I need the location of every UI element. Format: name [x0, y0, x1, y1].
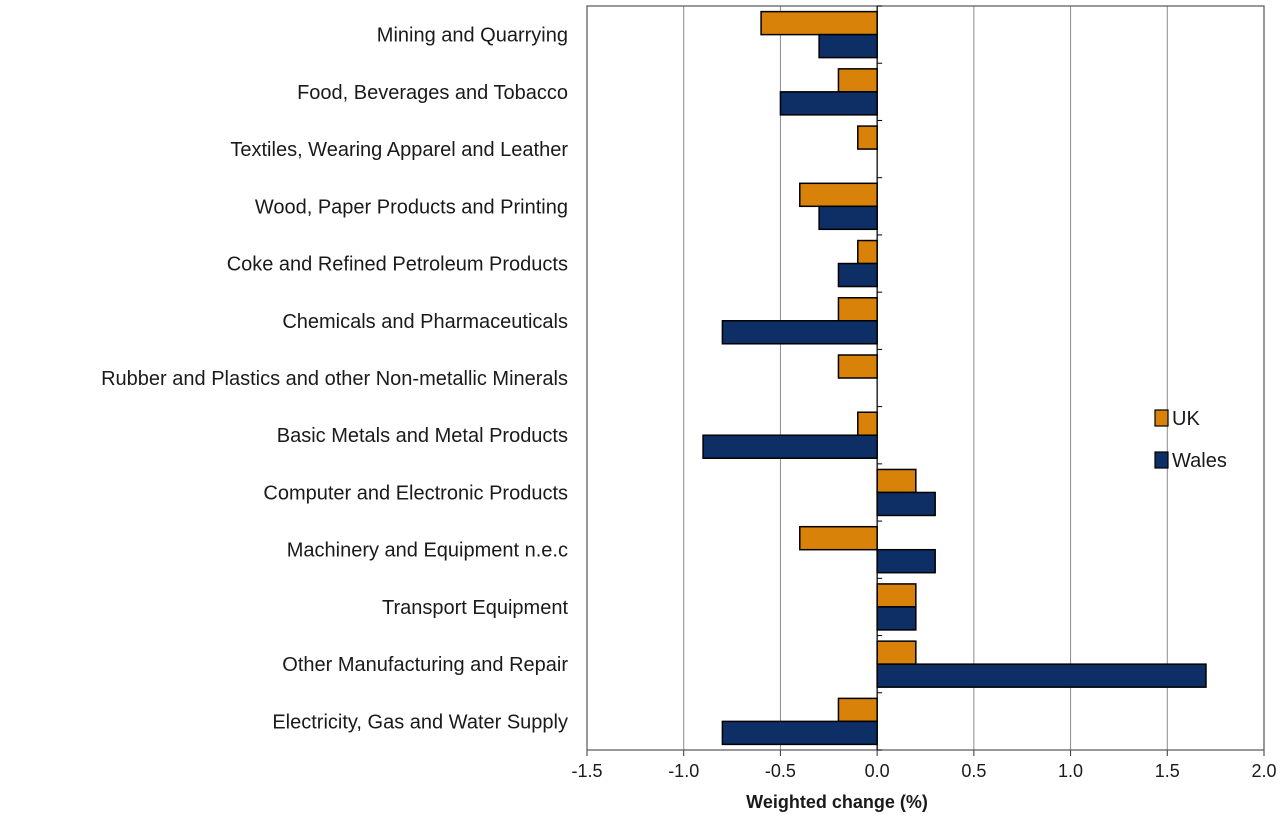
- category-label: Food, Beverages and Tobacco: [297, 82, 568, 104]
- bar-uk-12: [876, 640, 917, 665]
- bar-wales-5: [837, 262, 878, 288]
- category-label: Electricity, Gas and Water Supply: [272, 711, 568, 733]
- category-label: Computer and Electronic Products: [263, 482, 568, 504]
- category-label: Wood, Paper Products and Printing: [255, 196, 568, 218]
- bar-uk-13: [837, 697, 878, 723]
- x-tick-label: 2.0: [1251, 761, 1276, 781]
- bar-uk-8: [857, 411, 878, 436]
- bar-uk-7: [837, 354, 878, 379]
- legend-swatch-wales: [1154, 451, 1169, 469]
- bar-uk-9: [876, 468, 917, 494]
- bar-wales-12: [876, 663, 1207, 688]
- x-axis-label: Weighted change (%): [746, 792, 928, 812]
- tick-labels: -1.5 -1.0 -0.5 0.0 0.5 1.0 1.5 2.0: [571, 761, 1276, 781]
- x-tick-label: 0.0: [865, 761, 890, 781]
- bar-wales-8: [702, 434, 878, 459]
- bar-uk-4: [799, 182, 878, 208]
- bar-wales-4: [818, 205, 878, 231]
- bars: [702, 10, 1207, 746]
- x-tick-label: 1.0: [1058, 761, 1083, 781]
- legend: UK Wales: [1154, 408, 1227, 472]
- category-label: Textiles, Wearing Apparel and Leather: [230, 139, 568, 161]
- bar-wales-9: [876, 491, 936, 517]
- bar-uk-10: [799, 525, 878, 551]
- bar-wales-11: [876, 606, 917, 631]
- bar-wales-6: [721, 320, 878, 345]
- bar-wales-10: [876, 548, 936, 574]
- category-label: Coke and Refined Petroleum Products: [227, 254, 568, 276]
- axes: [586, 5, 1265, 756]
- bar-uk-3: [857, 125, 878, 150]
- bar-uk-11: [876, 583, 917, 608]
- plot-frame: [586, 5, 1265, 751]
- bar-wales-1: [818, 33, 878, 59]
- category-label: Rubber and Plastics and other Non-metall…: [101, 368, 568, 390]
- legend-label-uk: UK: [1172, 408, 1200, 430]
- x-tick-label: 1.5: [1155, 761, 1180, 781]
- bar-uk-5: [857, 239, 878, 265]
- legend-label-wales: Wales: [1172, 450, 1227, 472]
- category-label: Chemicals and Pharmaceuticals: [282, 311, 568, 333]
- category-label: Mining and Quarrying: [377, 25, 568, 47]
- category-label: Transport Equipment: [382, 597, 568, 619]
- x-tick-label: -1.0: [668, 761, 699, 781]
- category-labels: Mining and Quarrying Food, Beverages and …: [101, 25, 568, 734]
- gridlines: [683, 6, 1168, 750]
- x-tick-label: -1.5: [571, 761, 602, 781]
- bar-uk-2: [837, 68, 878, 93]
- bar-uk-6: [837, 297, 878, 322]
- bar-wales-13: [721, 720, 878, 746]
- category-label: Other Manufacturing and Repair: [282, 654, 568, 676]
- x-tick-label: -0.5: [765, 761, 796, 781]
- x-tick-label: 0.5: [961, 761, 986, 781]
- bar-uk-1: [760, 10, 878, 36]
- category-label: Machinery and Equipment n.e.c: [287, 540, 568, 562]
- category-label: Basic Metals and Metal Products: [277, 425, 568, 447]
- bar-wales-2: [779, 91, 878, 116]
- legend-swatch-uk: [1154, 409, 1169, 427]
